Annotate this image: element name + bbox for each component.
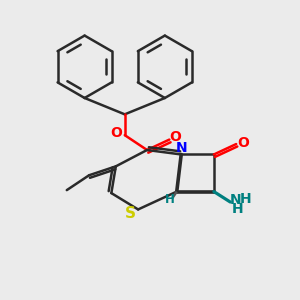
Text: H: H bbox=[239, 192, 251, 206]
Text: O: O bbox=[169, 130, 181, 144]
Text: H: H bbox=[232, 202, 244, 216]
Text: N: N bbox=[230, 193, 242, 207]
Text: O: O bbox=[110, 126, 122, 140]
Text: N: N bbox=[176, 141, 188, 155]
Text: S: S bbox=[125, 206, 136, 221]
Text: H: H bbox=[165, 194, 175, 206]
Text: O: O bbox=[237, 136, 249, 150]
